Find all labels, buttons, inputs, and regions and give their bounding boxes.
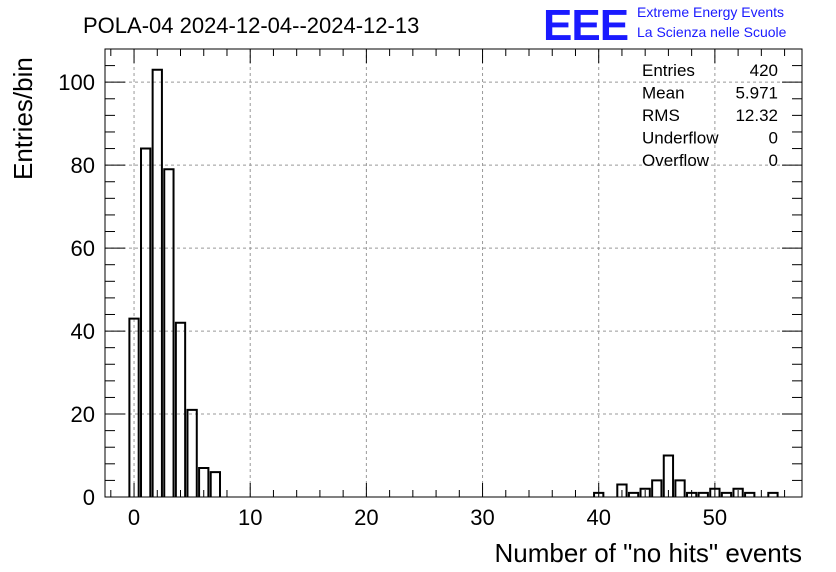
y-tick-label: 100 (58, 70, 95, 95)
stats-label: RMS (642, 106, 680, 125)
stats-value: 420 (750, 61, 778, 80)
histogram-bin (151, 68, 163, 497)
histogram-bin (732, 487, 744, 497)
histogram-bin (744, 491, 756, 497)
chart-title: POLA-04 2024-12-04--2024-12-13 (83, 13, 419, 38)
y-axis-label: Entries/bin (8, 57, 38, 180)
histogram-bins (128, 68, 779, 497)
stats-label: Underflow (642, 129, 719, 148)
eee-logo: EEE Extreme Energy Events La Scienza nel… (543, 1, 787, 50)
histogram-bin (639, 487, 651, 497)
x-tick-label: 30 (470, 505, 494, 530)
x-tick-label: 10 (238, 505, 262, 530)
histogram-bin (209, 471, 222, 497)
histogram-bin (674, 479, 686, 497)
axis-ticks: 0 10 20 30 40 50 0 20 40 60 80 100 (58, 49, 802, 530)
eee-logo-line2: La Scienza nelle Scuole (637, 24, 787, 40)
x-tick-label: 50 (703, 505, 727, 530)
grid-lines (105, 49, 802, 497)
histogram-bin (627, 491, 640, 497)
histogram-bin (662, 454, 675, 497)
plot-frame (104, 48, 803, 498)
x-tick-label: 20 (354, 505, 378, 530)
histogram-bin (140, 147, 152, 497)
histogram-bin (720, 491, 733, 497)
y-tick-label: 0 (83, 485, 95, 510)
histogram-bin (616, 483, 628, 497)
x-axis-label: Number of "no hits" events (495, 538, 803, 568)
histogram-bin (128, 317, 140, 497)
y-tick-label: 80 (71, 153, 95, 178)
histogram-bin (174, 321, 187, 497)
x-tick-label: 0 (128, 505, 140, 530)
eee-logo-line1: Extreme Energy Events (637, 4, 784, 20)
histogram-bin (163, 168, 175, 497)
histogram-bin (651, 479, 663, 497)
stats-label: Overflow (642, 151, 710, 170)
stats-value: 0 (769, 151, 778, 170)
x-tick-label: 40 (586, 505, 610, 530)
histogram-bin (198, 466, 210, 497)
stats-value: 12.32 (735, 106, 778, 125)
histogram-bin (186, 408, 198, 497)
stats-box: Entries 420 Mean 5.971 RMS 12.32 Underflow 0 Ove… (642, 61, 778, 170)
histogram-bin (767, 491, 779, 497)
histogram-bin (697, 491, 709, 497)
stats-label: Entries (642, 61, 695, 80)
eee-logo-mark: EEE (543, 1, 628, 50)
y-tick-label: 60 (71, 236, 95, 261)
y-tick-label: 40 (71, 319, 95, 344)
stats-value: 0 (769, 129, 778, 148)
stats-value: 5.971 (735, 84, 778, 103)
y-tick-label: 20 (71, 402, 95, 427)
stats-label: Mean (642, 84, 685, 103)
